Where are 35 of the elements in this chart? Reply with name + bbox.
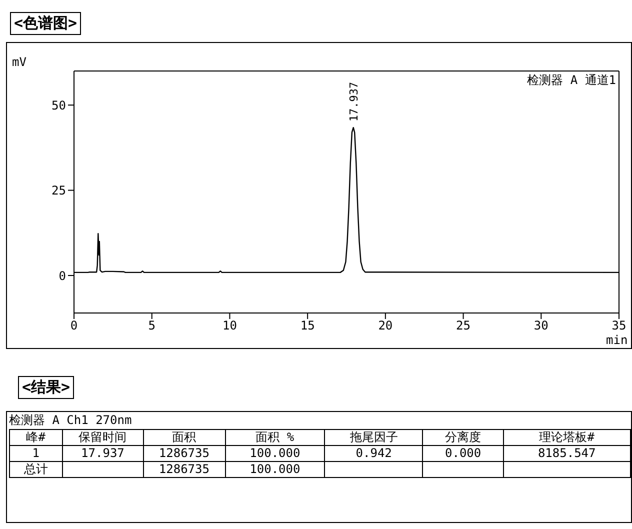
text: 8185.547 — [503, 446, 630, 462]
x-tick-label: 25 — [456, 318, 471, 333]
x-tick-label: 5 — [148, 318, 156, 333]
y-tick-label: 25 — [52, 184, 66, 198]
y-tick-label: 50 — [52, 98, 66, 112]
text: 拖尾因子 — [324, 430, 423, 446]
text: 面积 — [143, 430, 226, 446]
annotation: 检测器 A 通道1 — [527, 72, 616, 89]
text: 面积 % — [225, 430, 325, 446]
text: 保留时间 — [62, 430, 144, 446]
y-axis-title: mV — [12, 55, 26, 69]
text: 理论塔板# — [503, 430, 630, 446]
text: 100.000 — [225, 462, 325, 478]
x-tick-label: 35 — [612, 318, 626, 333]
annotation: 17.937 — [347, 82, 360, 122]
text: 1 — [10, 446, 62, 462]
text: 峰# — [10, 430, 62, 446]
chart-title: <色谱图> — [10, 12, 82, 35]
x-tick-label: 15 — [300, 318, 315, 333]
text: <结果> — [18, 376, 74, 399]
y-tick-label: 0 — [58, 268, 66, 283]
text: 17.937 — [62, 446, 144, 462]
text: 检测器 A Ch1 270nm — [8, 412, 133, 429]
text: 100.000 — [225, 446, 325, 462]
x-axis-title: min — [606, 333, 628, 347]
text: 0.942 — [324, 446, 423, 462]
x-tick-label: 0 — [70, 318, 78, 333]
x-tick-label: 10 — [222, 318, 237, 333]
text: 0.000 — [422, 446, 504, 462]
text: 1286735 — [143, 446, 226, 462]
text: 1286735 — [143, 462, 226, 478]
x-tick-label: 30 — [534, 318, 548, 333]
text: 总计 — [10, 462, 62, 478]
text: 分离度 — [422, 430, 504, 446]
x-tick-label: 20 — [378, 318, 393, 333]
